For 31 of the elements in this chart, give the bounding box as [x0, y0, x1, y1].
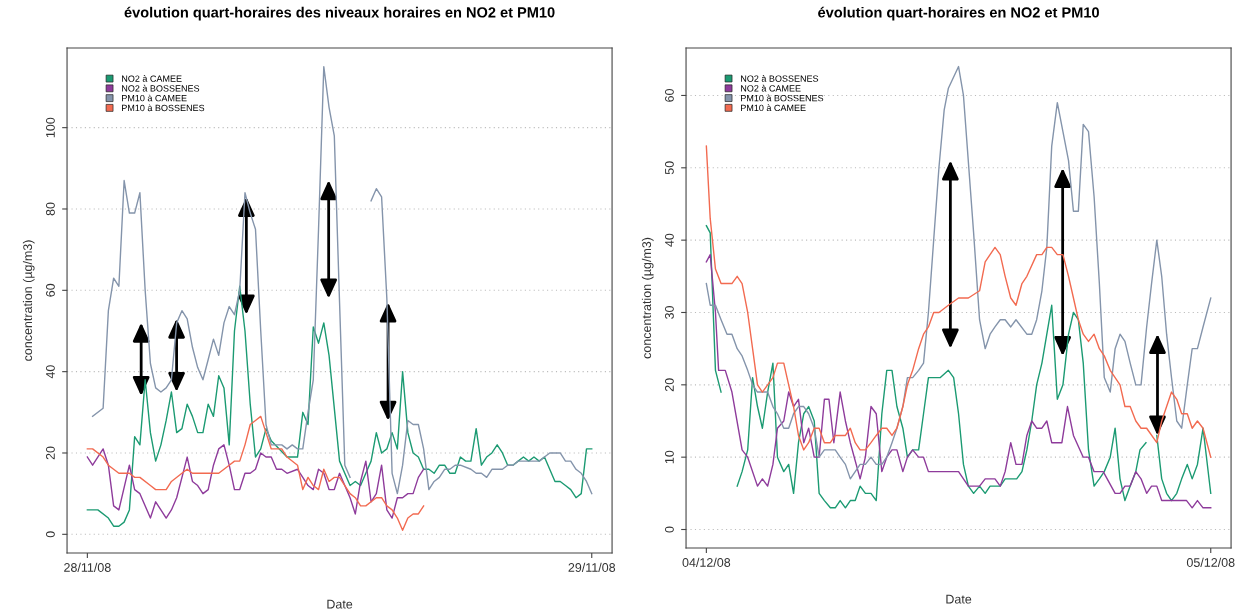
- y-tick-label: 60: [665, 89, 674, 102]
- y-axis-title: concentration (µg/m3): [22, 240, 35, 361]
- y-tick-label: 20: [46, 446, 55, 460]
- chart-title: évolution quart-horaires des niveaux horaires en NO2 et PM10: [124, 6, 555, 21]
- legend-label: PM10 à CAMEE: [122, 94, 187, 102]
- chart-title: évolution quart-horaires en NO2 et PM10: [818, 6, 1099, 21]
- y-tick-label: 40: [46, 365, 55, 379]
- legend-label: PM10 à CAMEE: [741, 104, 806, 112]
- y-tick-label: 0: [665, 526, 674, 533]
- y-tick-label: 50: [665, 161, 674, 175]
- x-tick-label: 05/12/08: [1186, 557, 1235, 567]
- legend-label: PM10 à BOSSENES: [122, 104, 205, 112]
- legend-label: NO2 à BOSSENES: [122, 84, 200, 92]
- y-tick-label: 100: [46, 117, 55, 138]
- legend-label: NO2 à BOSSENES: [741, 75, 819, 82]
- y-tick-label: 0: [46, 531, 55, 538]
- x-axis-title: Date: [946, 594, 972, 604]
- y-tick-label: 20: [665, 378, 674, 392]
- x-tick-label: 04/12/08: [682, 557, 731, 567]
- y-tick-label: 40: [665, 233, 674, 247]
- x-tick-label: 28/11/08: [64, 562, 111, 572]
- legend-label: PM10 à BOSSENES: [741, 94, 824, 102]
- legend-label: NO2 à CAMEE: [741, 84, 801, 92]
- y-axis-title: concentration (µg/m3): [641, 237, 654, 359]
- x-axis-title: Date: [327, 599, 353, 609]
- y-tick-label: 60: [46, 283, 55, 297]
- y-tick-label: 30: [665, 306, 674, 319]
- y-tick-label: 10: [665, 450, 674, 464]
- x-tick-label: 29/11/08: [568, 562, 616, 572]
- legend-label: NO2 à CAMEE: [122, 75, 182, 82]
- y-tick-label: 80: [46, 202, 55, 216]
